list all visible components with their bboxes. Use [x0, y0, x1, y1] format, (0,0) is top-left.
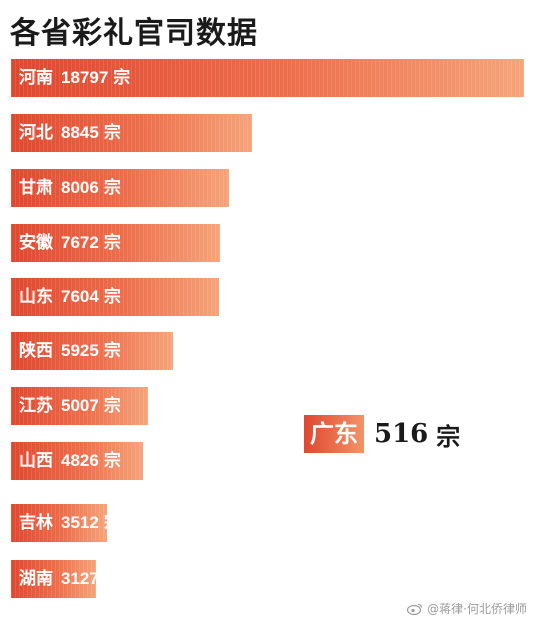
- bar-label: 湖南 3127 宗: [19, 560, 121, 598]
- bar-value-label: 8006: [61, 178, 99, 197]
- bar-value-label: 8845: [61, 123, 99, 142]
- callout-value: 516: [374, 419, 429, 449]
- weibo-icon: [407, 603, 423, 615]
- bar-value-label: 18797: [61, 68, 109, 87]
- bar-label: 陕西 5925 宗: [19, 332, 121, 370]
- bar-label: 山东 7604 宗: [19, 278, 121, 316]
- chart-title: 各省彩礼官司数据: [10, 16, 258, 51]
- bar-value-label: 7672: [61, 233, 99, 252]
- bar-value-label: 3512: [61, 513, 99, 532]
- bar-label: 江苏 5007 宗: [19, 387, 121, 425]
- bar-label: 安徽 7672 宗: [19, 224, 121, 262]
- bar-unit-label: 宗: [103, 513, 121, 532]
- bar-label: 河北 8845 宗: [19, 114, 121, 152]
- bar-unit-label: 宗: [103, 287, 121, 306]
- bar-value-label: 5007: [61, 396, 99, 415]
- bar-山西: 山西 4826 宗: [11, 442, 143, 480]
- callout-unit: 宗: [436, 421, 461, 451]
- bar-unit-label: 宗: [103, 396, 121, 415]
- bar-河南: 河南 18797 宗: [11, 59, 524, 97]
- bar-unit-label: 宗: [103, 123, 121, 142]
- bar-unit-label: 宗: [103, 341, 121, 360]
- bar-甘肃: 甘肃 8006 宗: [11, 169, 229, 207]
- watermark-text: @蒋律·何北侨律师: [427, 602, 527, 616]
- bar-label: 山西 4826 宗: [19, 442, 121, 480]
- bar-label: 吉林 3512 宗: [19, 504, 121, 542]
- bar-category-label: 江苏: [19, 396, 53, 415]
- bar-河北: 河北 8845 宗: [11, 114, 252, 152]
- bar-category-label: 甘肃: [19, 178, 53, 197]
- bar-category-label: 河南: [19, 68, 53, 87]
- bar-unit-label: 宗: [103, 233, 121, 252]
- bar-山东: 山东 7604 宗: [11, 278, 219, 316]
- guangdong-callout: 广东 516 宗: [304, 415, 460, 453]
- bar-category-label: 吉林: [19, 513, 53, 532]
- bar-category-label: 安徽: [19, 233, 53, 252]
- bar-value-label: 5925: [61, 341, 99, 360]
- bar-category-label: 山西: [19, 451, 53, 470]
- bar-江苏: 江苏 5007 宗: [11, 387, 148, 425]
- bar-category-label: 陕西: [19, 341, 53, 360]
- bar-category-label: 河北: [19, 123, 53, 142]
- bar-unit-label: 宗: [103, 178, 121, 197]
- bar-value-label: 3127: [61, 569, 99, 588]
- callout-province: 广东: [304, 415, 364, 453]
- bar-value-label: 7604: [61, 287, 99, 306]
- bar-安徽: 安徽 7672 宗: [11, 224, 220, 262]
- bar-湖南: 湖南 3127 宗: [11, 560, 121, 598]
- bar-陕西: 陕西 5925 宗: [11, 332, 173, 370]
- watermark: @蒋律·何北侨律师: [407, 600, 527, 617]
- bar-吉林: 吉林 3512 宗: [11, 504, 121, 542]
- bar-unit-label: 宗: [113, 68, 131, 87]
- bar-value-label: 4826: [61, 451, 99, 470]
- bar-label: 河南 18797 宗: [19, 59, 130, 97]
- bar-label: 甘肃 8006 宗: [19, 169, 121, 207]
- bar-unit-label: 宗: [103, 451, 121, 470]
- bar-category-label: 山东: [19, 287, 53, 306]
- bar-unit-label: 宗: [103, 569, 121, 588]
- bar-category-label: 湖南: [19, 569, 53, 588]
